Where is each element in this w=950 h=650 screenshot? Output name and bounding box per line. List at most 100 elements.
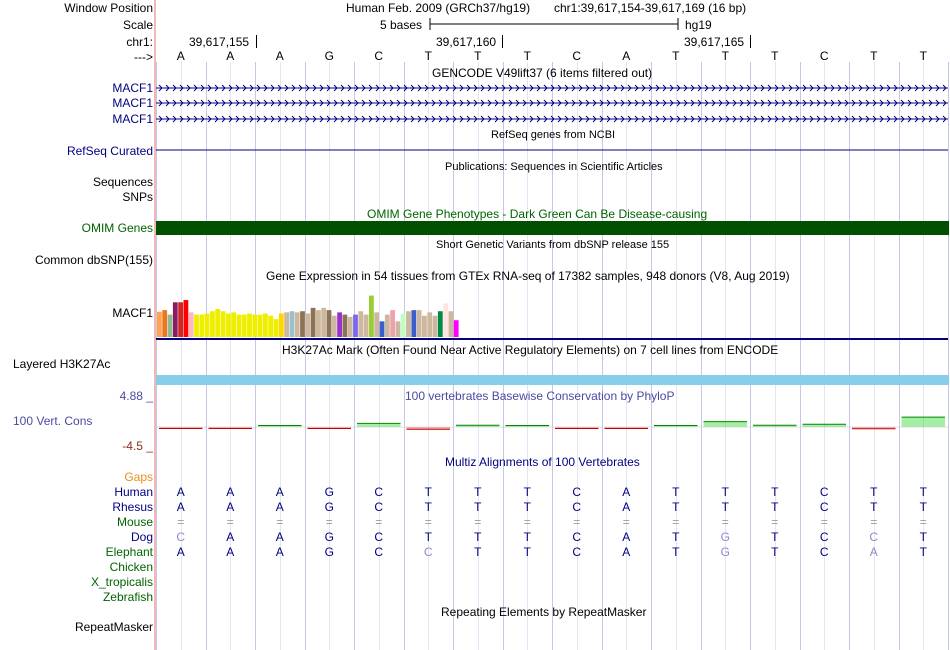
refseq-label[interactable]: RefSeq Curated (66, 144, 153, 158)
species-label-chicken[interactable]: Chicken (109, 560, 153, 574)
alignment-base: A (226, 530, 235, 544)
phylop-score-bar (703, 421, 747, 427)
gtex-tissue-bar (310, 307, 316, 337)
h3k27ac-title[interactable]: H3K27Ac Mark (Often Found Near Active Re… (282, 343, 779, 357)
window-position-label: Window Position (64, 1, 153, 15)
gtex-tissue-bar (437, 311, 443, 337)
publications-title[interactable]: Publications: Sequences in Scientific Ar… (445, 161, 663, 173)
phylop-score-bar (357, 423, 401, 427)
repeatmasker-label[interactable]: RepeatMasker (74, 620, 153, 634)
gtex-tissue-bar (400, 313, 406, 337)
phylop-score-bar (555, 427, 599, 429)
h3k27ac-label[interactable]: Layered H3K27Ac (13, 357, 111, 371)
alignment-base: T (870, 485, 878, 499)
gtex-tissue-bar (172, 302, 178, 337)
phylop-score-bar (802, 424, 846, 427)
species-label-human[interactable]: Human (114, 485, 153, 499)
alignment-base: C (572, 500, 582, 514)
publications-sequences-label[interactable]: Sequences (92, 175, 153, 189)
gtex-tissue-bar (294, 312, 300, 337)
species-label-dog[interactable]: Dog (130, 530, 153, 544)
alignment-base: C (572, 530, 582, 544)
alignment-base: C (869, 530, 879, 544)
base-letter: A (226, 49, 235, 63)
alignment-base: C (819, 530, 829, 544)
alignment-base: T (474, 530, 482, 544)
alignment-base: A (275, 545, 284, 559)
alignment-base: = (622, 515, 630, 529)
gaps-label[interactable]: Gaps (124, 470, 153, 484)
gtex-tissue-bar (411, 310, 417, 337)
phylop-label[interactable]: 100 Vert. Cons (13, 414, 93, 428)
gtex-title[interactable]: Gene Expression in 54 tissues from GTEx … (266, 269, 790, 283)
alignment-base: T (523, 530, 531, 544)
gtex-tissue-bar (300, 311, 305, 337)
gtex-gene-label[interactable]: MACF1 (112, 306, 153, 320)
alignment-base: C (374, 545, 384, 559)
gencode-gene-label-3[interactable]: MACF1 (112, 112, 153, 126)
gtex-tissue-bar (316, 310, 321, 337)
scale-text: 5 bases (380, 18, 423, 32)
species-label-elephant[interactable]: Elephant (105, 545, 153, 559)
gtex-tissue-bar (379, 321, 385, 337)
repeatmasker-title[interactable]: Repeating Elements by RepeatMasker (441, 605, 647, 619)
alignment-base: C (819, 485, 829, 499)
base-letter: A (622, 49, 631, 63)
assembly-title: Human Feb. 2009 (GRCh37/hg19) (346, 1, 531, 15)
phylop-score-bar (258, 425, 302, 427)
phylop-title[interactable]: 100 vertebrates Basewise Conservation by… (405, 389, 675, 403)
gtex-tissue-bar (369, 295, 374, 337)
gtex-tissue-bar (162, 310, 168, 337)
phylop-max-label: 4.88 _ (119, 389, 153, 403)
alignment-base: C (819, 500, 829, 514)
gtex-tissue-bar (268, 315, 274, 337)
alignment-base: A (176, 545, 185, 559)
gtex-tissue-bar (188, 312, 194, 337)
refseq-title[interactable]: RefSeq genes from NCBI (491, 129, 616, 141)
alignment-base: A (275, 485, 284, 499)
base-letter: C (374, 49, 384, 63)
omim-title[interactable]: OMIM Gene Phenotypes - Dark Green Can Be… (367, 207, 708, 221)
alignment-base: T (672, 485, 680, 499)
omim-label[interactable]: OMIM Genes (81, 221, 153, 235)
assembly-name: hg19 (685, 18, 712, 32)
species-label-rhesus[interactable]: Rhesus (112, 500, 153, 514)
alignment-base: T (424, 485, 432, 499)
base-letter: C (572, 49, 582, 63)
gtex-tissue-bar (321, 307, 327, 337)
species-label-xtropicalis[interactable]: X_tropicalis (90, 575, 153, 589)
alignment-base: C (572, 545, 582, 559)
publications-snps-label[interactable]: SNPs (122, 190, 153, 204)
gtex-tissue-bar (384, 314, 390, 337)
phylop-score-bar (604, 427, 648, 429)
gencode-title[interactable]: GENCODE V49lift37 (6 items filtered out) (432, 66, 653, 80)
base-letter: T (672, 49, 680, 63)
alignment-base: A (622, 530, 631, 544)
gencode-strand-arrows-1 (158, 84, 947, 92)
species-label-zebrafish[interactable]: Zebrafish (102, 590, 153, 604)
gtex-tissue-bar (278, 313, 284, 337)
alignment-base: T (870, 500, 878, 514)
strand-arrow-label[interactable]: ---> (134, 50, 153, 64)
gtex-tissue-bar (289, 311, 295, 337)
gencode-gene-label-1[interactable]: MACF1 (112, 81, 153, 95)
gtex-tissue-bar (406, 311, 411, 337)
alignment-base: A (226, 485, 235, 499)
alignment-base: T (424, 500, 432, 514)
alignment-base: G (720, 530, 730, 544)
dbsnp-title[interactable]: Short Genetic Variants from dbSNP releas… (436, 239, 670, 251)
alignment-base: C (819, 545, 829, 559)
species-label-mouse[interactable]: Mouse (116, 515, 153, 529)
base-letter: T (771, 49, 779, 63)
alignment-base: A (176, 500, 185, 514)
alignment-base: T (721, 500, 729, 514)
gtex-tissue-bar (448, 311, 454, 337)
alignment-base: = (820, 515, 828, 529)
gtex-tissue-bar (353, 314, 358, 337)
base-letter: G (324, 49, 334, 63)
multiz-title[interactable]: Multiz Alignments of 100 Vertebrates (445, 455, 640, 469)
gencode-gene-label-2[interactable]: MACF1 (112, 96, 153, 110)
dbsnp-label[interactable]: Common dbSNP(155) (34, 253, 153, 267)
alignment-base: = (771, 515, 779, 529)
